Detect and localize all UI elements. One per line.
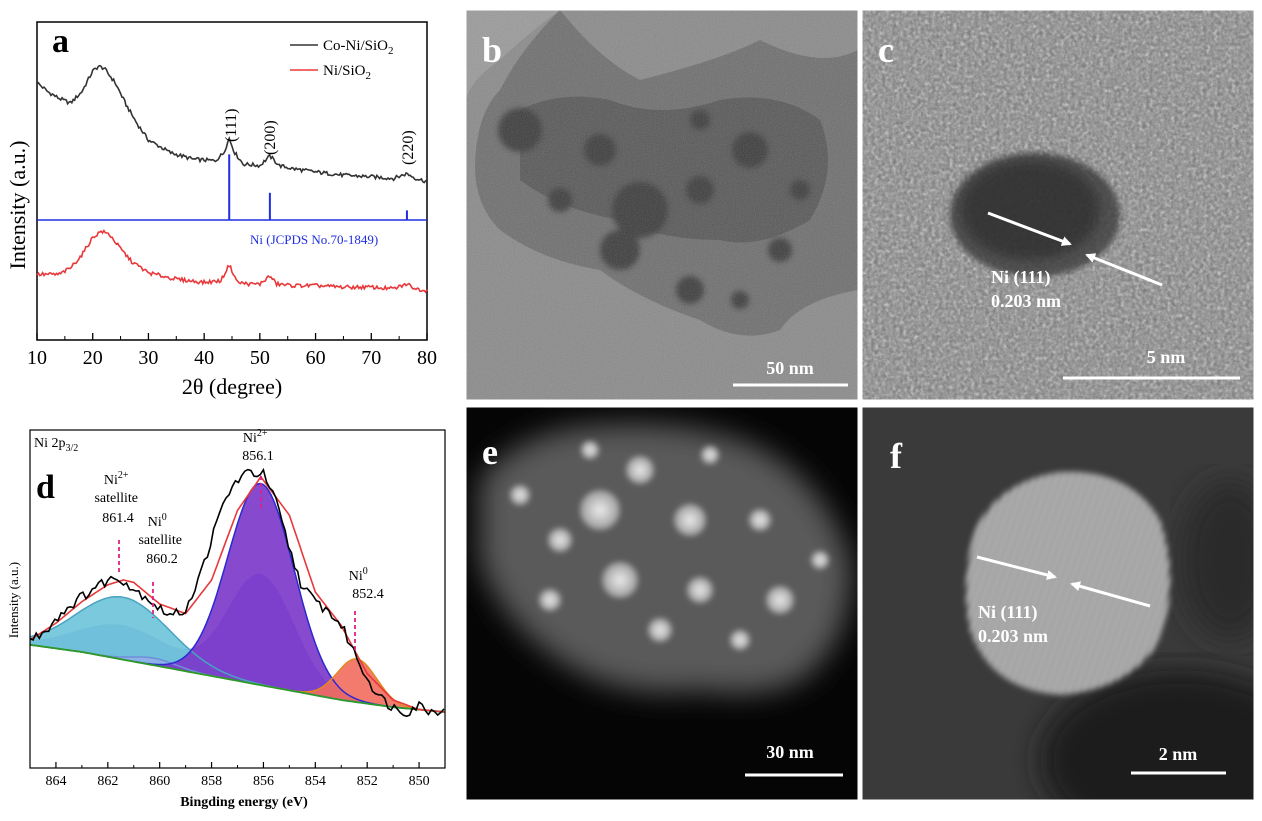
panel-f-scale-label: 2 nm xyxy=(1159,744,1198,764)
panel-a-x-tick-label: 60 xyxy=(306,347,326,369)
panel-f-letter: f xyxy=(890,436,903,476)
panel-d-x-tick-label: 850 xyxy=(409,774,430,789)
panel-b-scale-label: 50 nm xyxy=(766,358,814,378)
panel-d-x-tick-label: 862 xyxy=(97,774,118,789)
panel-f-arrow-left xyxy=(976,555,1057,580)
panel-a-x-tick-label: 80 xyxy=(417,347,437,369)
panel-c-letter: c xyxy=(878,30,894,70)
peak-markers xyxy=(118,476,356,652)
reference-label: Ni (JCPDS No.70-1849) xyxy=(250,232,378,247)
panel-c-scale-label: 5 nm xyxy=(1147,347,1186,367)
panel-f-border xyxy=(861,406,1255,801)
legend-label-ni: Ni/SiO2 xyxy=(323,63,371,82)
panel-d-fit-components xyxy=(30,483,445,712)
panel-d-y-label: Intensity (a.u.) xyxy=(6,562,21,638)
panel-a-x-tick-label: 70 xyxy=(361,347,381,369)
panel-a-y-label: Intensity (a.u.) xyxy=(5,141,30,270)
panel-d-series xyxy=(29,467,446,718)
panel-a-xrd-chart: 10 20 30 40 50 60 70 80 a Co-Ni/SiO2 Ni/SiO2 (1… xyxy=(5,21,437,399)
peak-label-ni0-satellite: Ni0 satellite 860.2 xyxy=(138,509,185,567)
panel-c-arrow-right xyxy=(1085,253,1163,287)
panel-d-x-tick-label: 854 xyxy=(305,774,326,789)
panel-a-x-tick-label: 30 xyxy=(138,347,158,369)
panel-b-border xyxy=(465,9,859,401)
panel-d-x-tick-label: 852 xyxy=(357,774,378,789)
panel-d-letter: d xyxy=(36,469,55,506)
panel-a-letter: a xyxy=(52,23,69,60)
peak-label-200: (200) xyxy=(262,120,279,155)
panel-d-x-tick-label: 864 xyxy=(45,774,66,789)
component-ni2-satellite-fill xyxy=(30,596,445,712)
panel-d-x-ticks: 864 862 860 858 856 854 852 850 xyxy=(45,762,446,789)
panel-d-title: Ni 2p3/2 xyxy=(34,436,78,454)
panel-e-border xyxy=(465,406,859,801)
panel-a-x-tick-label: 40 xyxy=(194,347,214,369)
panel-f-annotation: Ni (111) 0.203 nm xyxy=(978,602,1048,646)
panel-a-x-tick-label: 20 xyxy=(83,347,103,369)
panel-b-letter: b xyxy=(482,30,502,70)
panel-a-legend: Co-Ni/SiO2 Ni/SiO2 xyxy=(290,38,394,82)
peak-label-ni0: Ni0 852.4 xyxy=(349,563,384,602)
series-ni-sio2-line xyxy=(36,229,428,294)
panel-d-x-label: Bingding energy (eV) xyxy=(180,795,308,810)
panel-c-arrow-left xyxy=(987,211,1072,246)
panel-a-x-label: 2θ (degree) xyxy=(182,374,282,399)
legend-label-co-ni: Co-Ni/SiO2 xyxy=(323,38,394,57)
panel-e-letter: e xyxy=(482,432,498,472)
panel-c-annotation: Ni (111) 0.203 nm xyxy=(991,267,1061,311)
panel-d-x-tick-label: 856 xyxy=(253,774,274,789)
fit-envelope-line xyxy=(29,475,446,713)
panel-d-x-tick-label: 860 xyxy=(149,774,170,789)
panel-a-series xyxy=(36,64,428,294)
peak-label-ni2-satellite: Ni2+ satellite 861.4 xyxy=(94,467,141,526)
peak-label-111: (111) xyxy=(223,109,240,142)
panel-b-tem-image xyxy=(466,10,858,400)
panel-e-haadf-image xyxy=(466,407,858,800)
panel-a-x-tick-label: 10 xyxy=(27,347,47,369)
panel-e-scale-label: 30 nm xyxy=(766,742,814,762)
series-co-ni-sio2-line xyxy=(36,64,428,184)
panel-f-haadf-image xyxy=(862,407,1254,800)
panel-d-xps-chart: 864 862 860 858 856 854 852 850 d Ni 2p3/2 Ni2+… xyxy=(6,425,446,810)
panel-d-x-tick-label: 858 xyxy=(201,774,222,789)
panel-c-border xyxy=(861,9,1255,401)
raw-spectrum-line xyxy=(29,467,445,718)
panel-a-x-tick-label: 50 xyxy=(250,347,270,369)
panel-c-hrtem-image xyxy=(862,10,1254,400)
panel-f-arrow-right xyxy=(1070,581,1151,608)
panel-a-x-ticks: 10 20 30 40 50 60 70 80 xyxy=(27,333,437,369)
background-line xyxy=(29,643,446,713)
peak-label-220: (220) xyxy=(400,130,417,165)
peak-label-ni2: Ni2+ 856.1 xyxy=(242,425,274,464)
component-ni2-fill xyxy=(30,483,445,712)
component-ni0-fill xyxy=(30,644,445,712)
